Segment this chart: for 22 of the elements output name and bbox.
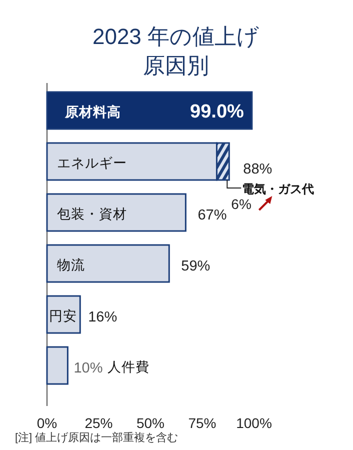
- tick: 75%: [188, 415, 216, 431]
- tick: 50%: [136, 415, 165, 431]
- tick: 0%: [36, 415, 58, 431]
- category: 物流: [57, 258, 85, 272]
- tick: 100%: [236, 415, 272, 431]
- category: 円安: [49, 308, 77, 324]
- tick: 25%: [84, 415, 113, 431]
- value-label: 10%: [74, 360, 103, 376]
- series-name: 電気・ガス代: [242, 182, 314, 196]
- title: 2023 年の値上げ: [92, 24, 260, 49]
- annotation: [注] 値上げ原因は一部重複を含む: [15, 432, 178, 444]
- category: エネルギー: [57, 156, 127, 170]
- value-label: 16%: [88, 310, 118, 326]
- category: 人件費: [108, 360, 150, 374]
- category: 原材料高: [65, 104, 121, 120]
- value-label: 88%: [243, 162, 272, 178]
- value-label: 99.0%: [190, 102, 244, 122]
- value-label: 6%: [231, 196, 252, 212]
- value-label: 59%: [181, 258, 210, 274]
- category: 包装・資材: [57, 206, 127, 222]
- subtitle: 原因別: [143, 53, 209, 78]
- value-label: 67%: [198, 208, 227, 224]
